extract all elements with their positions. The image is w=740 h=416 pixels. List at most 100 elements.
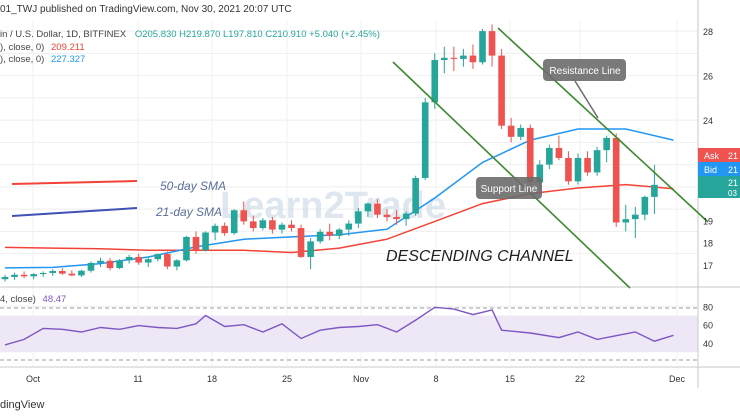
candle-bearish: [326, 231, 333, 236]
candle-bullish: [78, 270, 85, 276]
sma50-left-segment: [11, 180, 138, 185]
candle-bullish: [259, 220, 267, 229]
sma50-line: [4, 183, 674, 254]
candle-bullish: [441, 57, 448, 61]
candle-bearish: [565, 157, 572, 182]
ohlc-values: O205.830 H219.870 L197.810 C210.910 +5.0…: [135, 29, 380, 40]
candle-bearish: [383, 214, 391, 217]
candle-bearish: [297, 228, 305, 257]
sma50-legend-label: ), close, 0): [0, 42, 44, 53]
sma21-left-segment: [11, 207, 138, 217]
bid-tag-value: 21: [728, 165, 738, 175]
ask-tag-value: 21: [728, 151, 738, 161]
candle-bullish: [603, 137, 610, 151]
candle-bearish: [498, 55, 505, 126]
resistance-label-box: [543, 59, 626, 81]
time-axis-label: 25: [282, 374, 292, 384]
time-axis-label: Dec: [669, 374, 686, 384]
time-axis-label: 15: [505, 374, 515, 384]
candle-bullish: [632, 214, 639, 220]
sma50-legend-value: 209.211: [51, 42, 85, 53]
candle-bearish: [288, 224, 295, 229]
time-axis-label: 11: [133, 374, 142, 384]
price-axis-label: 19: [703, 216, 713, 226]
candle-bullish: [364, 203, 372, 212]
candle-bearish: [20, 274, 28, 277]
price-axis-label: 17: [703, 261, 713, 271]
rsi-legend-label: 4, close): [0, 294, 36, 305]
price-axis-label: 28: [703, 27, 713, 37]
candle-bullish: [402, 213, 410, 220]
candle-bullish: [546, 147, 553, 165]
candle-bearish: [488, 31, 496, 56]
publisher-line: 01_TWJ published on TradingView.com, Nov…: [0, 4, 292, 15]
time-axis-label: Oct: [26, 374, 41, 384]
candles: [1, 24, 658, 282]
candle-bullish: [125, 256, 133, 261]
candle-bullish: [230, 210, 238, 234]
candle-bullish: [183, 236, 190, 261]
channel-lower-line: [392, 61, 631, 289]
candle-bullish: [154, 254, 162, 260]
rsi-line: [4, 306, 674, 346]
sma50-legend: ), close, 0) 209.211: [0, 42, 85, 53]
candle-bullish: [431, 60, 439, 103]
candle-bullish: [202, 232, 209, 251]
candle-bullish: [335, 229, 343, 236]
sma21-annotation: 21-day SMA: [155, 205, 222, 219]
candle-bullish: [211, 225, 219, 233]
sma21-legend: ), close, 0) 227.327: [0, 54, 85, 65]
candle-bullish: [536, 164, 544, 183]
last-price-tag: [698, 176, 740, 198]
sma21-legend-label: ), close, 0): [0, 54, 44, 65]
candle-bearish: [507, 125, 515, 137]
candle-bearish: [584, 157, 591, 173]
rsi-band: [0, 315, 698, 353]
sma50-annotation: 50-day SMA: [160, 179, 226, 193]
resistance-arrow: [574, 80, 599, 119]
candle-bullish: [460, 55, 467, 59]
candle-bearish: [240, 210, 248, 222]
candle-bullish: [517, 127, 524, 137]
rsi-axis-label: 80: [703, 302, 713, 312]
candle-bullish: [622, 219, 630, 223]
candle-bearish: [221, 225, 228, 234]
candle-bearish: [59, 270, 66, 274]
time-axis: Oct 11 18 25 Nov 8 15 22 Dec: [26, 374, 686, 384]
candle-bearish: [612, 137, 620, 223]
candle-bearish: [106, 260, 114, 269]
candle-bearish: [469, 55, 477, 63]
candle-bullish: [39, 272, 47, 275]
candle-bullish: [116, 260, 123, 269]
ask-tag-label: Ask: [704, 151, 720, 161]
candle-bullish: [593, 150, 601, 173]
candle-bullish: [278, 224, 286, 230]
time-axis-label: 8: [433, 374, 438, 384]
rsi-axis-label: 60: [703, 321, 713, 331]
time-axis-label: 18: [207, 374, 217, 384]
candle-bullish: [30, 274, 37, 277]
candle-bearish: [135, 256, 142, 263]
bid-tag: [698, 162, 740, 176]
rsi-axis-label: 40: [703, 339, 713, 349]
candle-bullish: [412, 177, 419, 214]
candle-bullish: [307, 241, 314, 257]
candle-bearish: [192, 236, 200, 251]
candle-bullish: [345, 223, 353, 230]
candle-bullish: [651, 184, 658, 197]
symbol-prefix: in / U.S. Dollar, 1D, BITFINEX: [0, 29, 127, 40]
candle-bullish: [641, 196, 649, 215]
candle-bearish: [555, 147, 563, 158]
candle-bearish: [269, 220, 276, 230]
watermark: Learn2Trade: [220, 185, 446, 227]
candle-bullish: [87, 262, 95, 271]
candle-bullish: [97, 260, 104, 263]
candle-bearish: [374, 203, 381, 215]
candle-bullish: [479, 31, 486, 63]
candle-bullish: [49, 270, 57, 273]
candle-bullish: [421, 102, 429, 178]
footer-brand: dingView: [0, 399, 44, 411]
rsi-legend: 4, close) 48.47: [0, 294, 66, 305]
candle-bullish: [574, 157, 582, 182]
